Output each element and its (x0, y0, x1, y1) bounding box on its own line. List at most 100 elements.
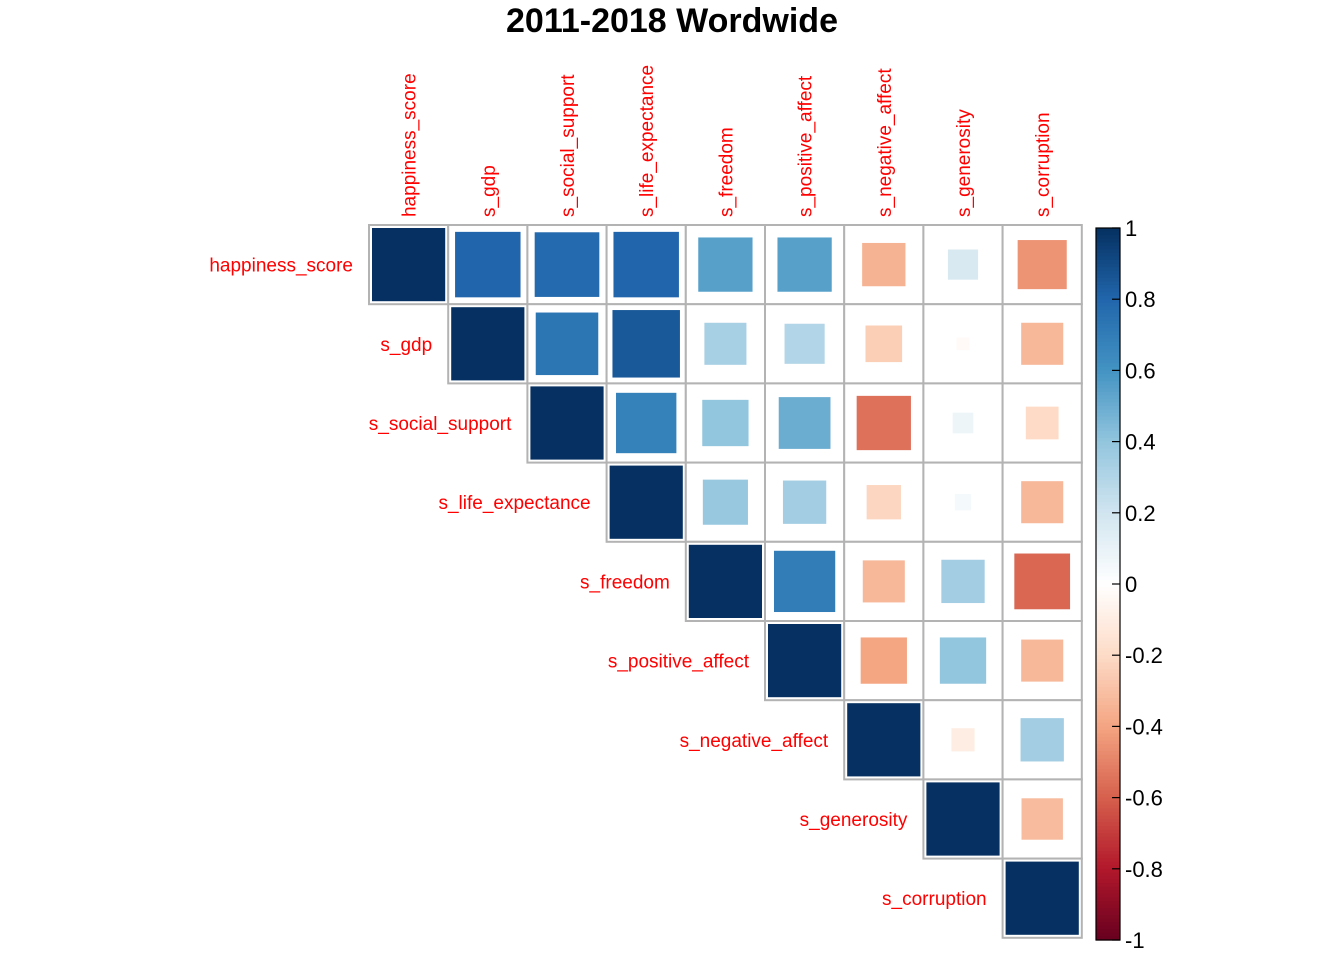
colorbar-band (1096, 754, 1120, 760)
colorbar-band (1096, 384, 1120, 389)
colorbar-band (1096, 242, 1120, 247)
row-label-s_corruption: s_corruption (882, 889, 987, 910)
colorbar-band (1096, 640, 1120, 646)
colorbar-band (1096, 594, 1120, 599)
colorbar-band (1096, 601, 1120, 606)
colorbar-band (1096, 313, 1120, 318)
colorbar-band (1096, 430, 1120, 436)
colorbar-band (1096, 815, 1120, 820)
colorbar-band (1096, 427, 1120, 432)
cell-happiness_score-s_negative_affect (862, 242, 906, 287)
colorbar-tick-label: -1 (1125, 928, 1145, 953)
colorbar-band (1096, 833, 1120, 838)
colorbar-band (1096, 737, 1120, 742)
colorbar-band (1096, 562, 1120, 567)
colorbar-band (1096, 576, 1120, 582)
colorbar-band (1096, 673, 1120, 678)
colorbar-band (1096, 911, 1120, 916)
cell-s_generosity-s_generosity (926, 782, 1000, 856)
colorbar-band (1096, 245, 1120, 250)
colorbar-band (1096, 861, 1120, 866)
colorbar-band (1096, 762, 1120, 767)
colorbar-band (1096, 929, 1120, 934)
colorbar-band (1096, 608, 1120, 614)
colorbar-band (1096, 769, 1120, 774)
colorbar-band (1096, 462, 1120, 468)
colorbar-band (1096, 758, 1120, 763)
cell-s_gdp-s_freedom (704, 322, 747, 365)
colorbar-band (1096, 808, 1120, 813)
cell-s_social_support-s_life_expectance (616, 392, 677, 454)
colorbar-band (1096, 274, 1120, 279)
colorbar-band (1096, 299, 1120, 304)
colorbar-band (1096, 883, 1120, 888)
colorbar-band (1096, 551, 1120, 557)
colorbar-band (1096, 897, 1120, 902)
colorbar-band (1096, 584, 1120, 589)
colorbar-band (1096, 591, 1120, 596)
column-label-s_freedom: s_freedom (716, 127, 737, 217)
colorbar-band (1096, 783, 1120, 788)
colorbar-band (1096, 729, 1120, 735)
colorbar-band (1096, 786, 1120, 792)
colorbar-band (1096, 459, 1120, 464)
colorbar-band (1096, 338, 1120, 343)
colorbar-band (1096, 516, 1120, 521)
colorbar-band (1096, 466, 1120, 471)
colorbar-tick-label: 0.8 (1125, 287, 1156, 312)
colorbar-band (1096, 309, 1120, 315)
colorbar-band (1096, 373, 1120, 379)
colorbar-band (1096, 566, 1120, 571)
colorbar-band (1096, 267, 1120, 272)
colorbar-band (1096, 655, 1120, 660)
colorbar-band (1096, 523, 1120, 528)
cell-s_social_support-s_social_support (530, 386, 604, 460)
colorbar-band (1096, 797, 1120, 802)
cell-frame-s_positive_affect-s_corruption (1001, 620, 1083, 702)
cell-s_freedom-s_freedom (688, 544, 762, 618)
cell-s_generosity-s_corruption (1021, 798, 1063, 840)
colorbar-band (1096, 455, 1120, 460)
cell-s_social_support-s_corruption (1025, 406, 1059, 440)
colorbar-band (1096, 377, 1120, 382)
cell-s_life_expectance-s_negative_affect (866, 485, 901, 520)
colorbar-band (1096, 772, 1120, 777)
colorbar-band (1096, 922, 1120, 927)
colorbar-band (1096, 270, 1120, 275)
colorbar-band (1096, 228, 1120, 233)
colorbar-band (1096, 701, 1120, 706)
colorbar-band (1096, 779, 1120, 784)
colorbar-band (1096, 231, 1120, 236)
colorbar-band (1096, 847, 1120, 852)
colorbar-band (1096, 651, 1120, 656)
cell-s_freedom-s_positive_affect (773, 550, 836, 613)
colorbar-band (1096, 751, 1120, 756)
column-label-s_corruption: s_corruption (1033, 112, 1054, 217)
colorbar-band (1096, 406, 1120, 411)
cell-s_positive_affect-s_generosity (939, 637, 987, 684)
colorbar-band (1096, 416, 1120, 421)
cell-happiness_score-s_positive_affect (777, 237, 832, 292)
colorbar-tick-label: -0.6 (1125, 786, 1163, 811)
colorbar-band (1096, 811, 1120, 816)
colorbar-band (1096, 484, 1120, 489)
colorbar-band (1096, 413, 1120, 418)
colorbar-band (1096, 683, 1120, 688)
colorbar-band (1096, 648, 1120, 653)
colorbar-band (1096, 252, 1120, 258)
colorbar-band (1096, 587, 1120, 592)
colorbar-band (1096, 359, 1120, 364)
cell-s_life_expectance-s_generosity (954, 494, 972, 511)
colorbar-band (1096, 886, 1120, 891)
colorbar-band (1096, 765, 1120, 770)
colorbar-band (1096, 263, 1120, 268)
colorbar-band (1096, 487, 1120, 493)
colorbar-band (1096, 619, 1120, 624)
colorbar-band (1096, 452, 1120, 457)
colorbar-band (1096, 519, 1120, 525)
colorbar-band (1096, 398, 1120, 404)
cell-s_positive_affect-s_negative_affect (860, 637, 907, 684)
cell-s_social_support-s_negative_affect (856, 395, 911, 451)
colorbar-band (1096, 687, 1120, 692)
